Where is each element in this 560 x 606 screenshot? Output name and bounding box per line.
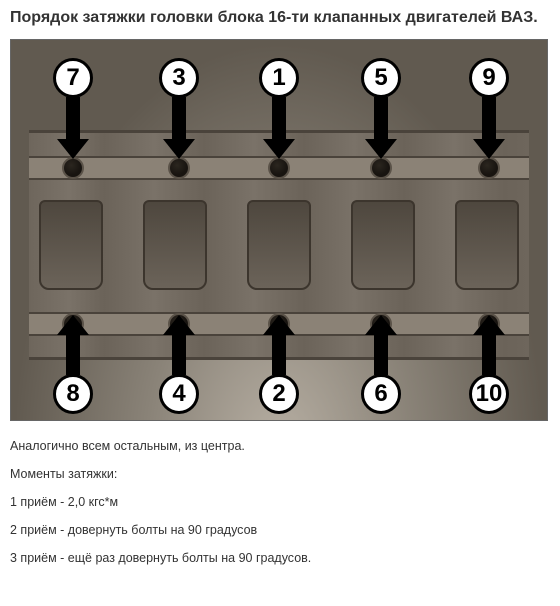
arrow-up-icon bbox=[272, 331, 286, 375]
arrow-up-icon bbox=[66, 331, 80, 375]
bolt-hole bbox=[370, 157, 392, 179]
sequence-marker-7: 7 bbox=[53, 58, 93, 143]
sequence-marker-1: 1 bbox=[259, 58, 299, 143]
sequence-marker-4: 4 bbox=[159, 331, 199, 414]
sequence-marker-2: 2 bbox=[259, 331, 299, 414]
arrow-down-icon bbox=[482, 97, 496, 143]
notes-block: Аналогично всем остальным, из центра. Мо… bbox=[10, 439, 550, 565]
notes-intro: Аналогично всем остальным, из центра. bbox=[10, 439, 550, 453]
notes-step: 1 приём - 2,0 кгс*м bbox=[10, 495, 550, 509]
cam-bearing bbox=[39, 200, 103, 290]
sequence-number-badge: 7 bbox=[53, 58, 93, 98]
notes-heading: Моменты затяжки: bbox=[10, 467, 550, 481]
sequence-marker-9: 9 bbox=[469, 58, 509, 143]
sequence-number-badge: 4 bbox=[159, 374, 199, 414]
cam-bearing bbox=[351, 200, 415, 290]
torque-sequence-diagram: 1 2 3 4 5 6 7 8 9 10 bbox=[10, 39, 548, 421]
cam-bearing-row bbox=[29, 190, 529, 300]
sequence-number-badge: 2 bbox=[259, 374, 299, 414]
arrow-down-icon bbox=[66, 97, 80, 143]
cam-bearing bbox=[247, 200, 311, 290]
bolt-hole bbox=[168, 157, 190, 179]
notes-step: 2 приём - довернуть болты на 90 градусов bbox=[10, 523, 550, 537]
bolt-hole bbox=[62, 157, 84, 179]
sequence-marker-5: 5 bbox=[361, 58, 401, 143]
sequence-number-badge: 3 bbox=[159, 58, 199, 98]
arrow-down-icon bbox=[374, 97, 388, 143]
arrow-down-icon bbox=[272, 97, 286, 143]
sequence-marker-8: 8 bbox=[53, 331, 93, 414]
sequence-number-badge: 6 bbox=[361, 374, 401, 414]
sequence-number-badge: 1 bbox=[259, 58, 299, 98]
sequence-number-badge: 9 bbox=[469, 58, 509, 98]
sequence-marker-3: 3 bbox=[159, 58, 199, 143]
notes-step: 3 приём - ещё раз довернуть болты на 90 … bbox=[10, 551, 550, 565]
arrow-up-icon bbox=[172, 331, 186, 375]
cam-bearing bbox=[143, 200, 207, 290]
arrow-up-icon bbox=[374, 331, 388, 375]
arrow-down-icon bbox=[172, 97, 186, 143]
sequence-number-badge: 8 bbox=[53, 374, 93, 414]
page-title: Порядок затяжки головки блока 16-ти клап… bbox=[10, 8, 550, 29]
sequence-number-badge: 10 bbox=[469, 374, 509, 414]
sequence-marker-6: 6 bbox=[361, 331, 401, 414]
arrow-up-icon bbox=[482, 331, 496, 375]
page-container: Порядок затяжки головки блока 16-ти клап… bbox=[0, 0, 560, 587]
sequence-number-badge: 5 bbox=[361, 58, 401, 98]
sequence-marker-10: 10 bbox=[469, 331, 509, 414]
bolt-hole bbox=[268, 157, 290, 179]
bolt-hole bbox=[478, 157, 500, 179]
cam-bearing bbox=[455, 200, 519, 290]
